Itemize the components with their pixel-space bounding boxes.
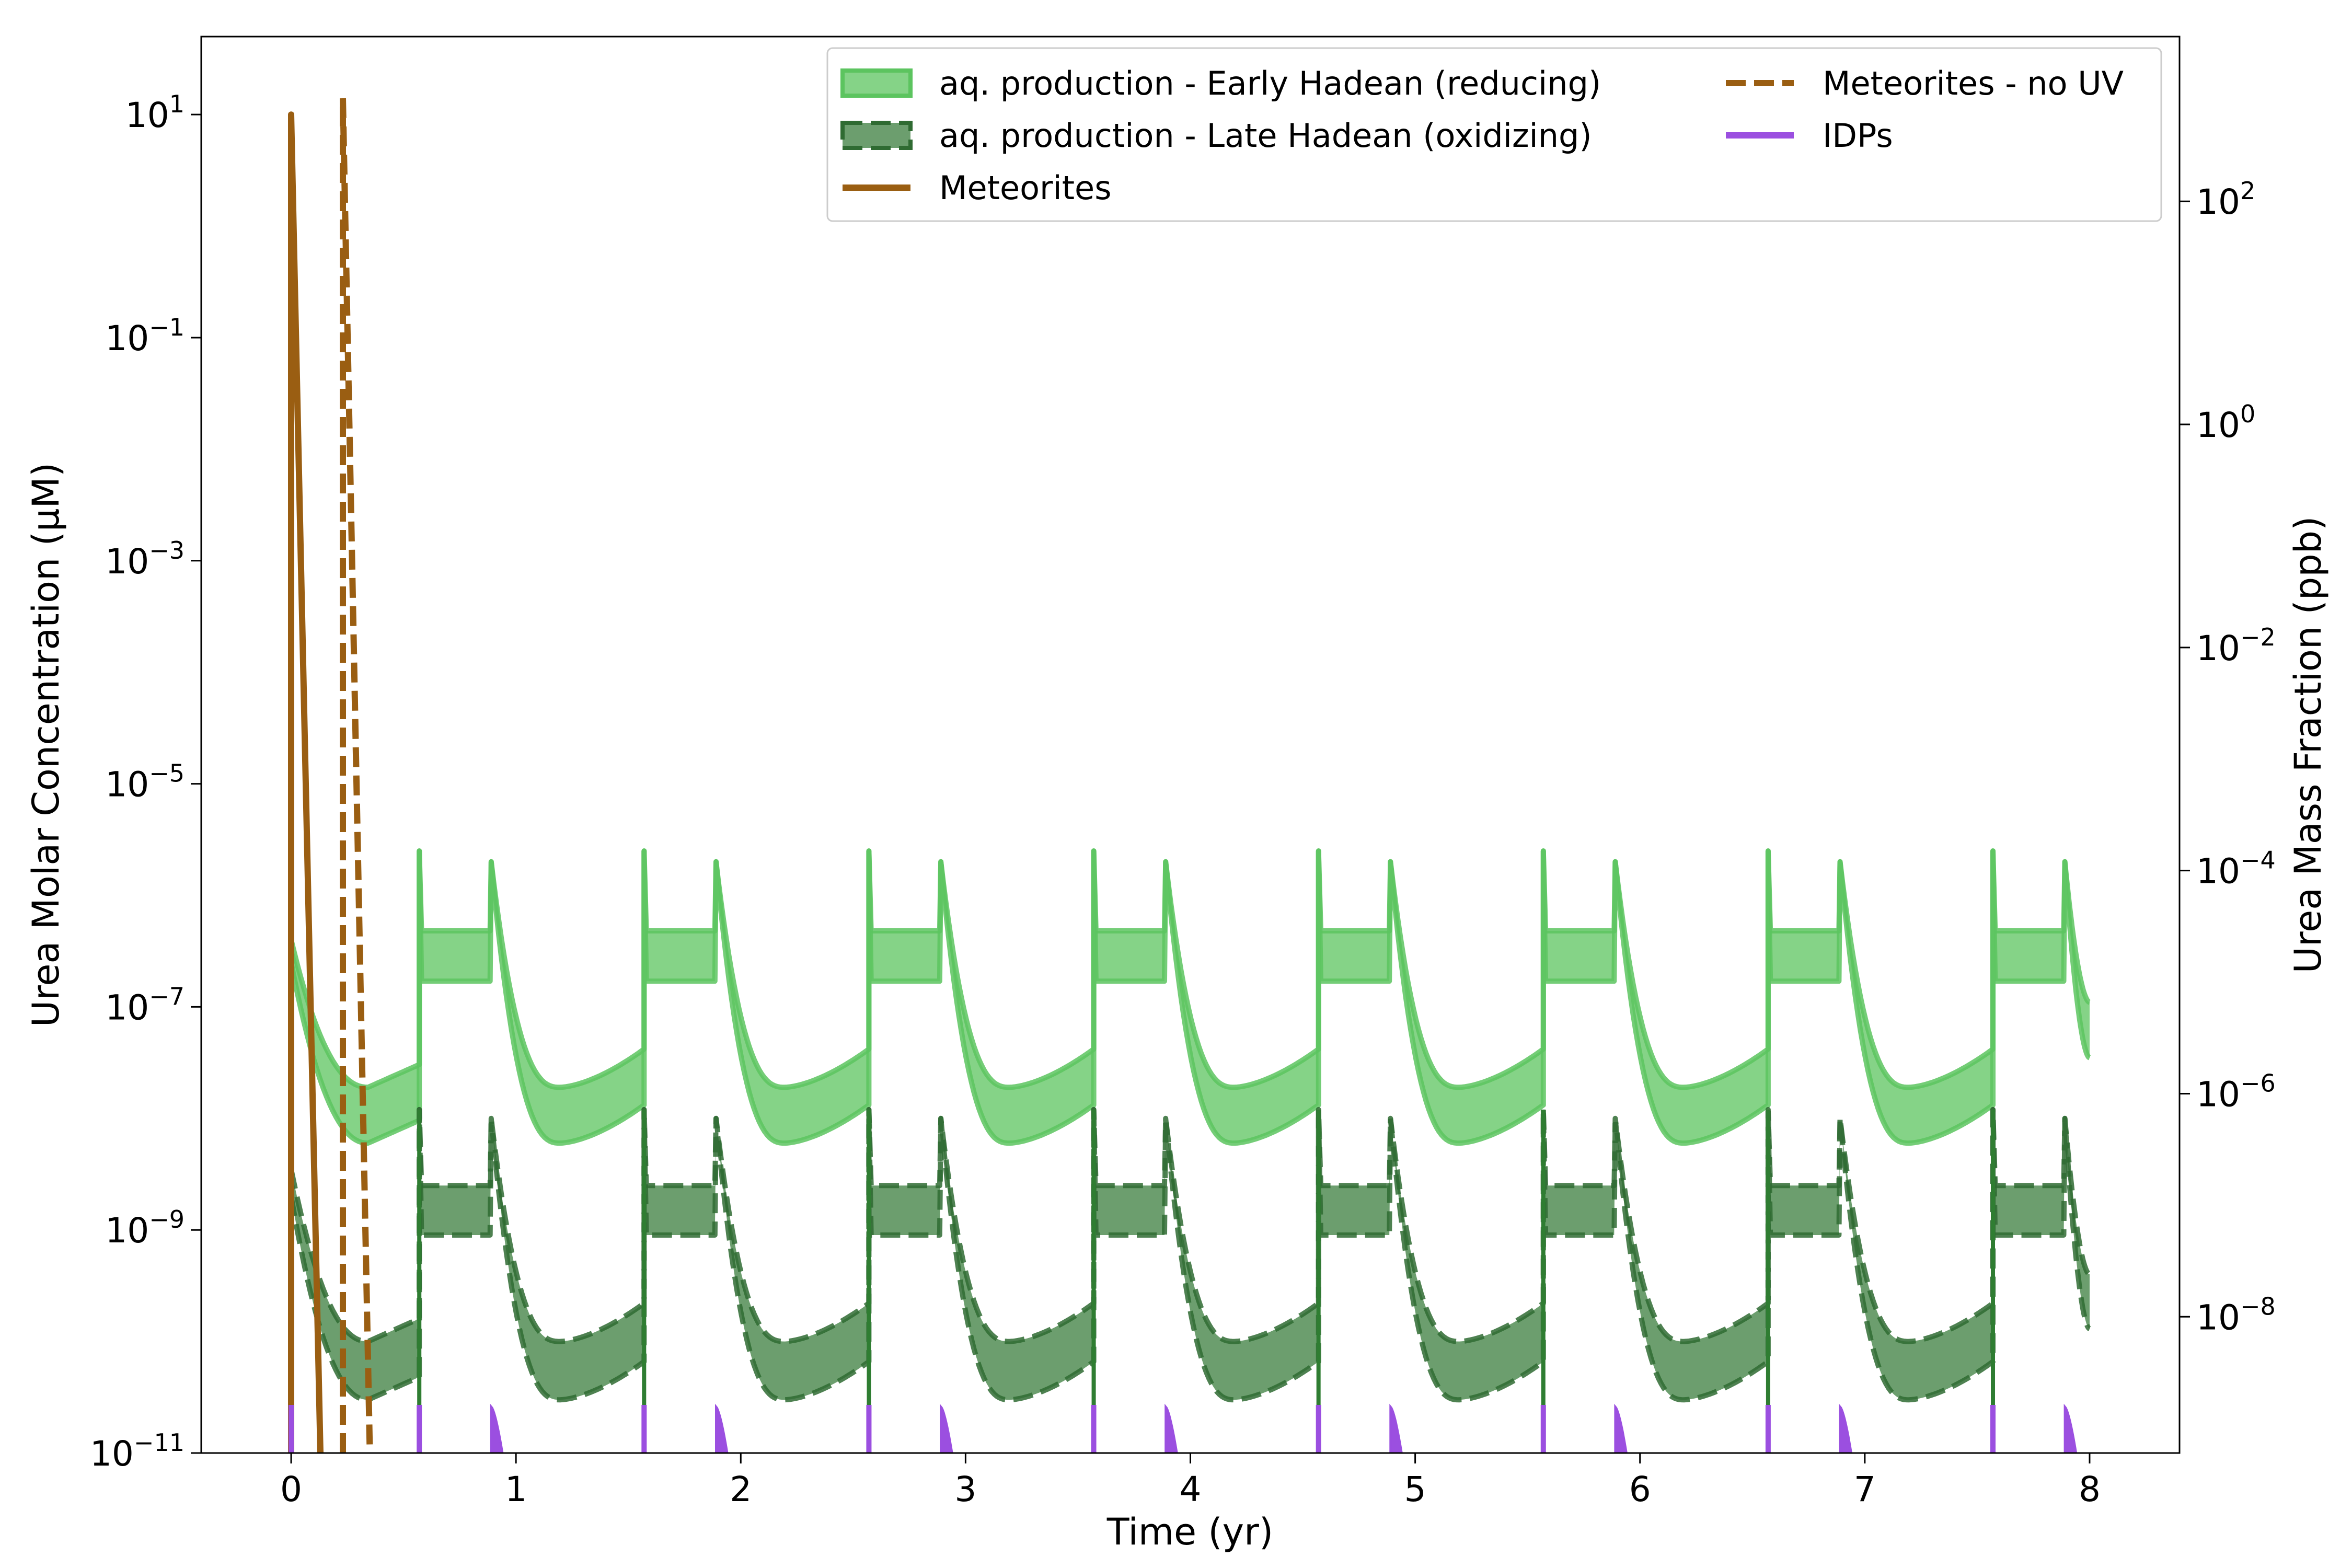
y-left-tick-label: 10−7 [105, 982, 185, 1028]
legend-swatch-early-hadean [840, 68, 913, 98]
idp-wet-bump [1165, 1403, 1178, 1453]
legend-item-idps: IDPs [1726, 117, 1893, 155]
legend-item-late-hadean: aq. production - Late Hadean (oxidizing) [840, 117, 1592, 155]
series-early-hadean [289, 848, 2092, 1146]
x-tick-label: 7 [1854, 1469, 1876, 1509]
x-tick-label: 6 [1629, 1469, 1651, 1509]
y-left-tick-label: 10−9 [105, 1205, 185, 1251]
plot-frame [200, 36, 2181, 1454]
series-meteorites [288, 111, 324, 1453]
idp-wet-bump [1389, 1403, 1403, 1453]
idp-wet-bump [940, 1403, 953, 1453]
x-axis: 0 1 2 3 4 5 6 7 8 [280, 1453, 2101, 1509]
series-late-hadean [289, 1106, 2092, 1403]
x-tick-label: 1 [505, 1469, 527, 1509]
y-right-tick-label: 10−4 [2196, 846, 2276, 892]
legend: aq. production - Early Hadean (reducing)… [826, 47, 2162, 222]
band-lower-edge [289, 848, 2092, 1146]
legend-label-late-hadean: aq. production - Late Hadean (oxidizing) [939, 117, 1592, 155]
y-right-tick-label: 10−2 [2196, 623, 2276, 668]
legend-label-meteorites-no-uv: Meteorites - no UV [1823, 64, 2124, 102]
y-axis-left-title: Urea Molar Concentration (μM) [25, 463, 67, 1027]
idp-wet-bump [490, 1403, 504, 1453]
idp-wet-bump [1839, 1403, 1853, 1453]
y-right-tick-label: 10−6 [2196, 1069, 2276, 1114]
y-axis-right: 10−8 10−6 10−4 10−2 100 102 [2180, 177, 2276, 1338]
y-left-tick-label: 10−11 [90, 1428, 185, 1474]
legend-swatch-late-hadean [840, 121, 913, 150]
x-tick-label: 0 [280, 1469, 302, 1509]
y-right-tick-label: 102 [2196, 177, 2255, 222]
band-upper-edge [289, 1106, 2092, 1344]
idp-wet-bump [715, 1403, 729, 1453]
idp-wet-bump [1614, 1403, 1628, 1453]
series-layer [288, 95, 2092, 1453]
band-upper-edge [289, 848, 2092, 1090]
x-tick-label: 2 [730, 1469, 752, 1509]
idp-wet-bump [2063, 1403, 2078, 1453]
y-axis-left: 10−11 10−9 10−7 10−5 10−3 10−1 101 [90, 90, 201, 1474]
y-left-tick-label: 10−5 [105, 759, 185, 805]
series-meteorites-no-uv [340, 95, 373, 1453]
x-tick-label: 8 [2079, 1469, 2101, 1509]
band-area [291, 851, 2090, 1144]
y-right-tick-label: 100 [2196, 400, 2255, 445]
y-left-tick-label: 101 [125, 90, 185, 135]
y-axis-right-title: Urea Mass Fraction (ppb) [2287, 516, 2330, 974]
y-right-tick-label: 10−8 [2196, 1292, 2276, 1338]
x-tick-label: 4 [1180, 1469, 1202, 1509]
y-left-tick-label: 10−1 [105, 313, 185, 359]
legend-frame [826, 47, 2162, 222]
legend-label-early-hadean: aq. production - Early Hadean (reducing) [939, 64, 1601, 102]
x-axis-title: Time (yr) [1106, 1511, 1273, 1553]
legend-label-idps: IDPs [1823, 117, 1893, 155]
series-idps [289, 1403, 2078, 1453]
x-tick-label: 5 [1404, 1469, 1426, 1509]
legend-item-meteorites-no-uv: Meteorites - no UV [1726, 64, 2124, 102]
legend-label-meteorites: Meteorites [939, 169, 1112, 207]
legend-item-early-hadean: aq. production - Early Hadean (reducing) [840, 64, 1601, 102]
legend-item-meteorites: Meteorites [843, 169, 1112, 207]
y-left-tick-label: 10−3 [105, 536, 185, 582]
band-area [291, 1109, 2090, 1400]
band-lower-edge [289, 1106, 2092, 1403]
x-tick-label: 3 [954, 1469, 976, 1509]
